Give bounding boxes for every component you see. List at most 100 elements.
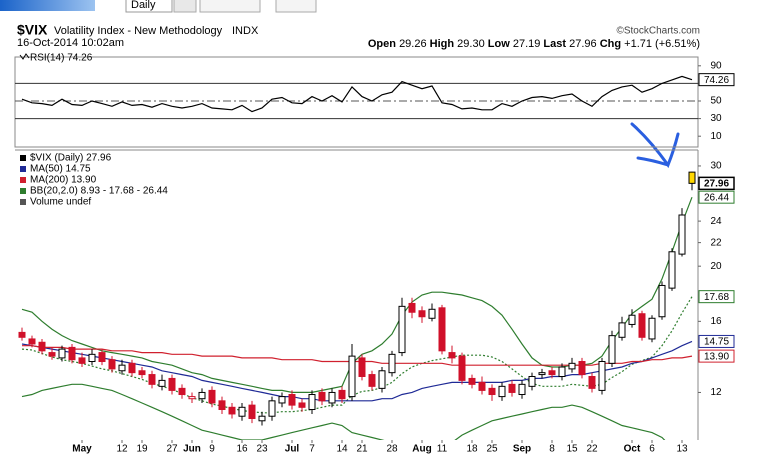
candle-body (268, 400, 276, 417)
candle-body (188, 396, 196, 400)
candle-body (88, 353, 96, 363)
y-tick-label: 30 (710, 161, 722, 172)
candle-body (198, 391, 206, 400)
value-box (698, 349, 735, 363)
x-tick-label: 13 (676, 444, 688, 455)
candle-body (688, 171, 696, 184)
legend-icon (19, 53, 30, 60)
candle-body (158, 379, 166, 387)
y-tick-label: 10 (710, 131, 722, 142)
value-box (698, 334, 735, 348)
quote-label: Low (488, 38, 510, 50)
y-tick-label: 22 (710, 237, 722, 248)
y-tick-label: 30 (710, 113, 722, 124)
toolbar-input[interactable] (199, 0, 261, 13)
x-tick-label: 14 (336, 444, 348, 455)
candle-body (648, 317, 656, 340)
candle-body (288, 394, 296, 406)
legend-entry: $VIX (Daily) 27.96 (30, 153, 112, 164)
candle-body (48, 352, 56, 357)
quote-label: Last (543, 38, 566, 50)
candle-body (208, 389, 216, 404)
x-tick-label: 7 (309, 444, 315, 455)
candle-body (468, 377, 476, 385)
candle-body (258, 415, 266, 422)
candle-body (218, 400, 226, 411)
x-tick-label: 15 (566, 444, 578, 455)
legend-swatch (20, 199, 26, 205)
x-tick-label: Oct (624, 444, 641, 455)
candle-body (458, 355, 466, 381)
value-box (698, 176, 735, 191)
series-line (21, 75, 693, 113)
candle-body (168, 377, 176, 391)
candle-body (338, 389, 346, 400)
y-tick-label: 20 (710, 261, 722, 272)
x-tick-label: 6 (649, 444, 655, 455)
candle-body (98, 352, 106, 363)
candle-body (38, 341, 46, 352)
quote-value: 27.96 (569, 38, 597, 50)
y-tick-label: 16 (710, 316, 722, 327)
source: ©StockCharts.com (616, 26, 700, 37)
candle-body (568, 362, 576, 370)
legend-swatch (20, 177, 26, 183)
plot-area (18, 171, 696, 440)
value-box-label: 27.96 (704, 179, 729, 190)
candle-body (368, 374, 376, 387)
legend-swatch (20, 166, 26, 172)
y-tick-label: 50 (710, 96, 722, 107)
value-box (698, 290, 735, 304)
candle-body (318, 391, 326, 402)
quote-value: 29.26 (399, 38, 427, 50)
candle-body (678, 214, 686, 255)
candle-body (298, 402, 306, 408)
x-tick-label: 9 (209, 444, 215, 455)
candle-body (78, 357, 86, 364)
x-tick-label: 28 (386, 444, 398, 455)
candle-body (618, 322, 626, 338)
candle-body (638, 313, 646, 338)
period-select[interactable] (125, 0, 173, 13)
x-tick-label: 11 (437, 444, 448, 455)
x-tick-label: 8 (549, 444, 555, 455)
instrument-name: Volatility Index - New Methodology (54, 25, 223, 37)
candle-body (578, 361, 586, 376)
panel-legend: RSI(14) 74.26 (30, 53, 93, 64)
candle-body (308, 394, 316, 411)
x-tick-label: 22 (586, 444, 598, 455)
value-box-label: 17.68 (704, 292, 729, 303)
value-box (698, 190, 735, 204)
candle-body (18, 331, 26, 338)
candle-body (388, 353, 396, 374)
x-tick-label: 19 (136, 444, 148, 455)
candle-body (178, 387, 186, 396)
candle-body (238, 406, 246, 417)
toolbar: Daily (0, 0, 317, 13)
toolbar-input[interactable] (275, 0, 317, 13)
legend-entry: Volume undef (30, 197, 91, 208)
value-box-label: 26.44 (704, 192, 729, 203)
legend-swatch (20, 155, 26, 161)
x-tick-label: 12 (116, 444, 128, 455)
band-line (21, 383, 666, 440)
candle-body (418, 310, 426, 318)
toolbar-button[interactable] (173, 0, 197, 13)
value-box-label: 13.90 (704, 351, 729, 362)
quote-label: Open (368, 38, 396, 50)
quote-label: Chg (600, 38, 621, 50)
legend-entry: MA(50) 14.75 (30, 164, 91, 175)
x-tick-label: 23 (256, 444, 268, 455)
candle-body (428, 308, 436, 319)
quote: Open 29.26 High 29.30 Low 27.19 Last 27.… (368, 38, 700, 50)
x-tick-label: Jul (285, 444, 300, 455)
x-tick-label: Sep (513, 444, 531, 455)
candle-body (488, 387, 496, 396)
value-box-label: 74.26 (704, 75, 729, 86)
candle-body (528, 375, 536, 387)
annotation-arrow (630, 122, 680, 169)
candle-body (358, 357, 366, 377)
candle-body (558, 366, 566, 377)
